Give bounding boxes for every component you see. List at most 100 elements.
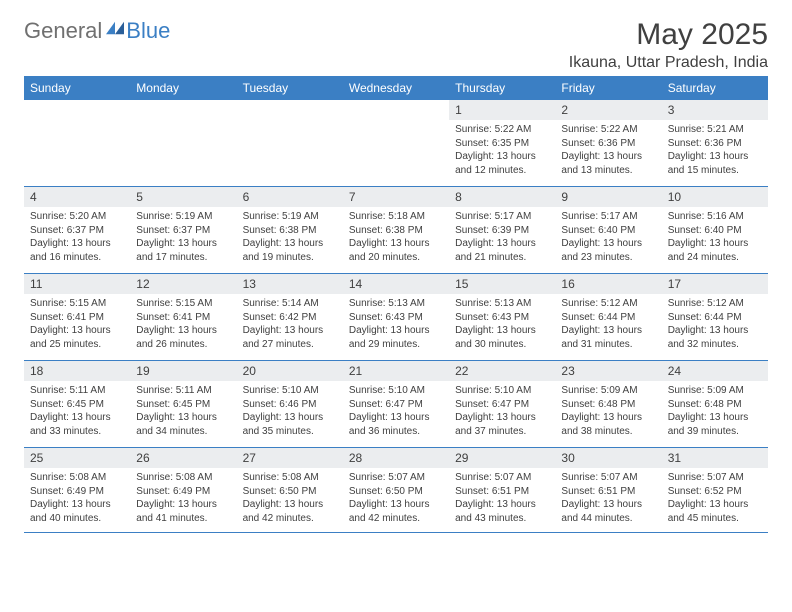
day-details: Sunrise: 5:10 AMSunset: 6:47 PMDaylight:… — [449, 381, 555, 442]
daylight-line: Daylight: 13 hours and 38 minutes. — [561, 411, 655, 438]
sunrise-line: Sunrise: 5:11 AM — [136, 384, 230, 398]
sunrise-line: Sunrise: 5:17 AM — [455, 210, 549, 224]
sunset-line: Sunset: 6:41 PM — [136, 311, 230, 325]
day-details: Sunrise: 5:08 AMSunset: 6:50 PMDaylight:… — [237, 468, 343, 529]
day-details: Sunrise: 5:21 AMSunset: 6:36 PMDaylight:… — [662, 120, 768, 181]
sunset-line: Sunset: 6:49 PM — [30, 485, 124, 499]
daylight-line: Daylight: 13 hours and 30 minutes. — [455, 324, 549, 351]
day-number: 23 — [555, 361, 661, 381]
calendar-cell: 30Sunrise: 5:07 AMSunset: 6:51 PMDayligh… — [555, 448, 661, 533]
calendar-cell: 21Sunrise: 5:10 AMSunset: 6:47 PMDayligh… — [343, 361, 449, 448]
sunrise-line: Sunrise: 5:09 AM — [668, 384, 762, 398]
sunrise-line: Sunrise: 5:22 AM — [561, 123, 655, 137]
day-number: 7 — [343, 187, 449, 207]
calendar-cell: 5Sunrise: 5:19 AMSunset: 6:37 PMDaylight… — [130, 187, 236, 274]
day-number: 18 — [24, 361, 130, 381]
sunrise-line: Sunrise: 5:21 AM — [668, 123, 762, 137]
sunset-line: Sunset: 6:39 PM — [455, 224, 549, 238]
daylight-line: Daylight: 13 hours and 35 minutes. — [243, 411, 337, 438]
daylight-line: Daylight: 13 hours and 23 minutes. — [561, 237, 655, 264]
day-details: Sunrise: 5:22 AMSunset: 6:36 PMDaylight:… — [555, 120, 661, 181]
day-number: 10 — [662, 187, 768, 207]
calendar-cell: 19Sunrise: 5:11 AMSunset: 6:45 PMDayligh… — [130, 361, 236, 448]
day-number: 5 — [130, 187, 236, 207]
day-details: Sunrise: 5:17 AMSunset: 6:39 PMDaylight:… — [449, 207, 555, 268]
calendar-week-row: 11Sunrise: 5:15 AMSunset: 6:41 PMDayligh… — [24, 274, 768, 361]
day-number: 15 — [449, 274, 555, 294]
day-details: Sunrise: 5:13 AMSunset: 6:43 PMDaylight:… — [343, 294, 449, 355]
calendar-head: Sunday Monday Tuesday Wednesday Thursday… — [24, 76, 768, 100]
sunrise-line: Sunrise: 5:19 AM — [136, 210, 230, 224]
day-details: Sunrise: 5:15 AMSunset: 6:41 PMDaylight:… — [130, 294, 236, 355]
day-details: Sunrise: 5:09 AMSunset: 6:48 PMDaylight:… — [555, 381, 661, 442]
daylight-line: Daylight: 13 hours and 26 minutes. — [136, 324, 230, 351]
daylight-line: Daylight: 13 hours and 34 minutes. — [136, 411, 230, 438]
daylight-line: Daylight: 13 hours and 29 minutes. — [349, 324, 443, 351]
weekday-header: Friday — [555, 76, 661, 100]
calendar-cell: 20Sunrise: 5:10 AMSunset: 6:46 PMDayligh… — [237, 361, 343, 448]
day-details: Sunrise: 5:16 AMSunset: 6:40 PMDaylight:… — [662, 207, 768, 268]
day-details: Sunrise: 5:14 AMSunset: 6:42 PMDaylight:… — [237, 294, 343, 355]
calendar-cell: 18Sunrise: 5:11 AMSunset: 6:45 PMDayligh… — [24, 361, 130, 448]
logo-triangle-icon — [106, 21, 124, 35]
sunset-line: Sunset: 6:50 PM — [243, 485, 337, 499]
sunset-line: Sunset: 6:48 PM — [668, 398, 762, 412]
day-details: Sunrise: 5:09 AMSunset: 6:48 PMDaylight:… — [662, 381, 768, 442]
daylight-line: Daylight: 13 hours and 21 minutes. — [455, 237, 549, 264]
location-subtitle: Ikauna, Uttar Pradesh, India — [569, 54, 768, 72]
sunset-line: Sunset: 6:43 PM — [349, 311, 443, 325]
day-number: 28 — [343, 448, 449, 468]
sunrise-line: Sunrise: 5:07 AM — [668, 471, 762, 485]
calendar-cell: 28Sunrise: 5:07 AMSunset: 6:50 PMDayligh… — [343, 448, 449, 533]
sunset-line: Sunset: 6:41 PM — [30, 311, 124, 325]
logo-text-blue: Blue — [126, 18, 170, 44]
daylight-line: Daylight: 13 hours and 45 minutes. — [668, 498, 762, 525]
day-number: 27 — [237, 448, 343, 468]
sunset-line: Sunset: 6:51 PM — [561, 485, 655, 499]
daylight-line: Daylight: 13 hours and 40 minutes. — [30, 498, 124, 525]
calendar-cell: 26Sunrise: 5:08 AMSunset: 6:49 PMDayligh… — [130, 448, 236, 533]
calendar-cell — [24, 100, 130, 187]
day-details: Sunrise: 5:07 AMSunset: 6:51 PMDaylight:… — [449, 468, 555, 529]
sunrise-line: Sunrise: 5:15 AM — [136, 297, 230, 311]
calendar-cell: 3Sunrise: 5:21 AMSunset: 6:36 PMDaylight… — [662, 100, 768, 187]
daylight-line: Daylight: 13 hours and 43 minutes. — [455, 498, 549, 525]
day-number: 12 — [130, 274, 236, 294]
day-details: Sunrise: 5:12 AMSunset: 6:44 PMDaylight:… — [662, 294, 768, 355]
weekday-header: Thursday — [449, 76, 555, 100]
day-details: Sunrise: 5:19 AMSunset: 6:38 PMDaylight:… — [237, 207, 343, 268]
day-number: 8 — [449, 187, 555, 207]
daylight-line: Daylight: 13 hours and 36 minutes. — [349, 411, 443, 438]
sunset-line: Sunset: 6:49 PM — [136, 485, 230, 499]
day-details: Sunrise: 5:13 AMSunset: 6:43 PMDaylight:… — [449, 294, 555, 355]
day-number: 16 — [555, 274, 661, 294]
calendar-cell: 12Sunrise: 5:15 AMSunset: 6:41 PMDayligh… — [130, 274, 236, 361]
calendar-cell: 24Sunrise: 5:09 AMSunset: 6:48 PMDayligh… — [662, 361, 768, 448]
logo-text-general: General — [24, 18, 102, 44]
sunrise-line: Sunrise: 5:17 AM — [561, 210, 655, 224]
day-details: Sunrise: 5:10 AMSunset: 6:46 PMDaylight:… — [237, 381, 343, 442]
day-number: 4 — [24, 187, 130, 207]
day-number: 14 — [343, 274, 449, 294]
weekday-header: Saturday — [662, 76, 768, 100]
sunset-line: Sunset: 6:52 PM — [668, 485, 762, 499]
daylight-line: Daylight: 13 hours and 27 minutes. — [243, 324, 337, 351]
weekday-header: Sunday — [24, 76, 130, 100]
weekday-row: Sunday Monday Tuesday Wednesday Thursday… — [24, 76, 768, 100]
sunrise-line: Sunrise: 5:10 AM — [243, 384, 337, 398]
calendar-week-row: 25Sunrise: 5:08 AMSunset: 6:49 PMDayligh… — [24, 448, 768, 533]
sunset-line: Sunset: 6:50 PM — [349, 485, 443, 499]
day-number: 3 — [662, 100, 768, 120]
sunset-line: Sunset: 6:44 PM — [668, 311, 762, 325]
sunrise-line: Sunrise: 5:08 AM — [30, 471, 124, 485]
day-details: Sunrise: 5:15 AMSunset: 6:41 PMDaylight:… — [24, 294, 130, 355]
calendar-cell: 14Sunrise: 5:13 AMSunset: 6:43 PMDayligh… — [343, 274, 449, 361]
sunset-line: Sunset: 6:47 PM — [455, 398, 549, 412]
day-details: Sunrise: 5:07 AMSunset: 6:50 PMDaylight:… — [343, 468, 449, 529]
calendar-cell: 8Sunrise: 5:17 AMSunset: 6:39 PMDaylight… — [449, 187, 555, 274]
day-number: 11 — [24, 274, 130, 294]
daylight-line: Daylight: 13 hours and 13 minutes. — [561, 150, 655, 177]
sunrise-line: Sunrise: 5:09 AM — [561, 384, 655, 398]
sunrise-line: Sunrise: 5:13 AM — [455, 297, 549, 311]
day-number: 9 — [555, 187, 661, 207]
